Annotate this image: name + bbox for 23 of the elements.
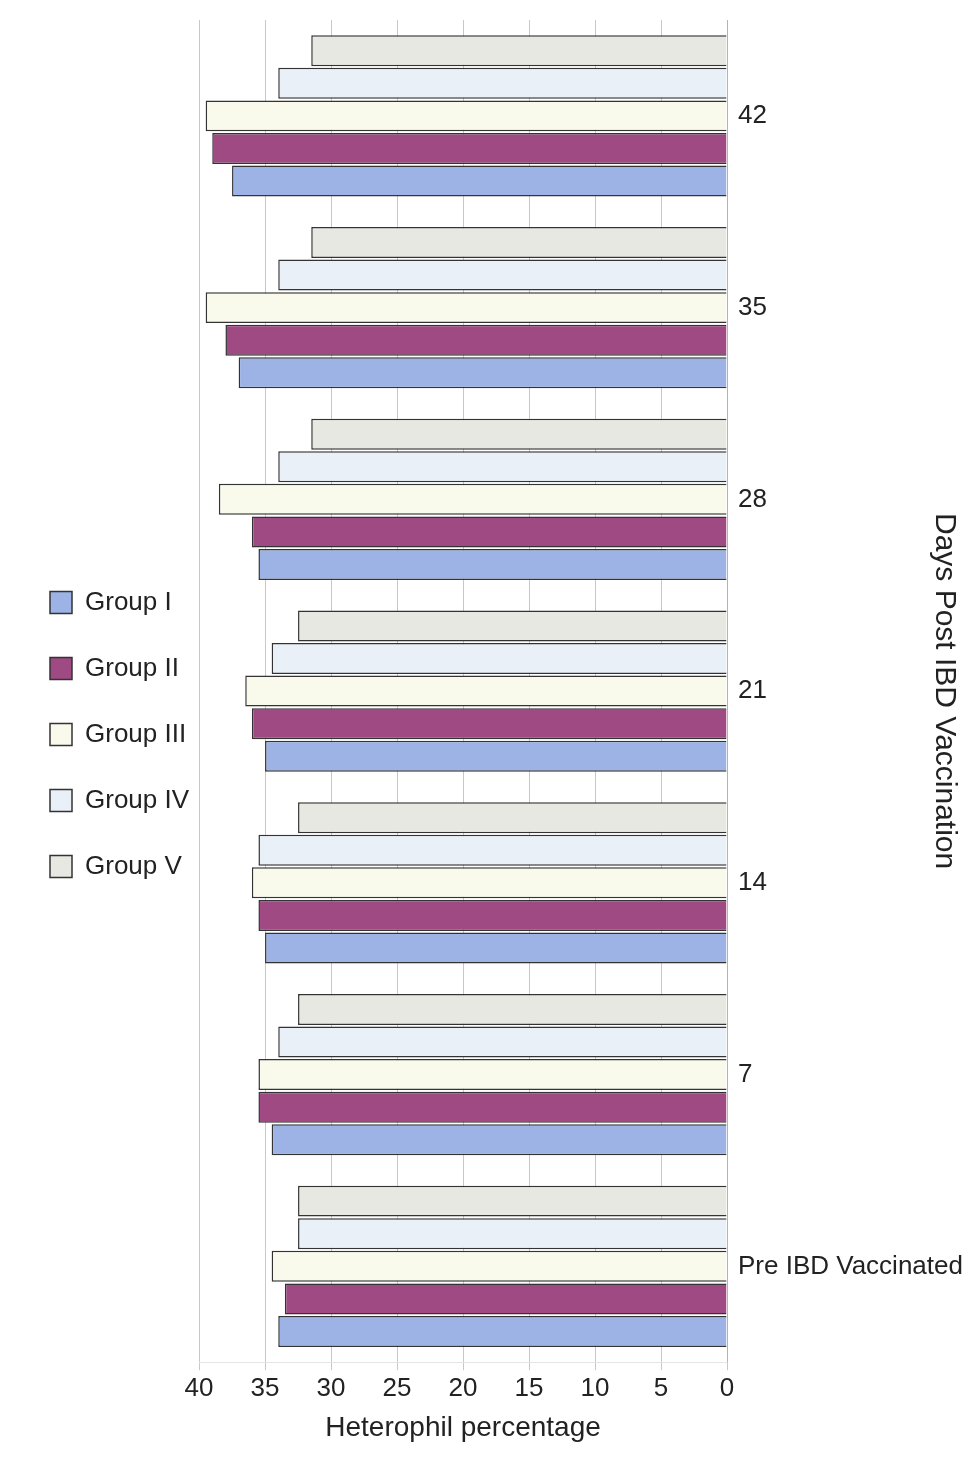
legend-label: Group II [85,651,179,682]
x-tick-label: 5 [653,1371,669,1402]
x-axis-title: Heterophil percentage [325,1410,601,1442]
x-tick-label: 40 [184,1371,214,1402]
x-tick-label: 25 [382,1371,412,1402]
y-tick-label: 35 [738,290,767,321]
x-tick-label: 20 [448,1371,478,1402]
y-axis-title: Days Post IBD Vaccination [929,512,963,870]
legend-label: Group III [85,717,187,748]
y-tick-label: 14 [738,866,767,897]
legend-label: Group I [85,585,172,616]
legend-label: Group IV [85,783,190,814]
x-tick-label: 10 [580,1371,610,1402]
y-tick-label: Pre IBD Vaccinated [738,1249,963,1280]
y-tick-label: 21 [738,674,767,705]
y-tick-label: 28 [738,482,767,513]
x-tick-label: 35 [250,1371,280,1402]
x-tick-label: 15 [514,1371,544,1402]
x-tick-label: 0 [719,1371,735,1402]
y-tick-label: 7 [738,1057,753,1088]
y-tick-label: 42 [738,99,767,130]
legend-label: Group V [85,849,183,880]
x-tick-label: 30 [316,1371,346,1402]
